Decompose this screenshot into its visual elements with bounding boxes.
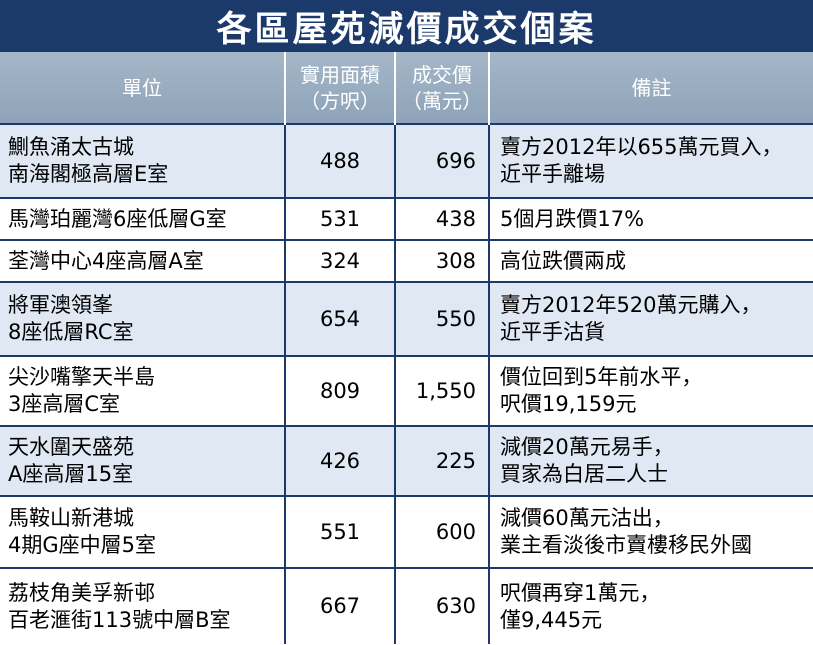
cell-note: 呎價再穿1萬元， 僅9,445元 (488, 567, 813, 644)
cell-area: 809 (284, 355, 395, 426)
table-row: 尖沙嘴擎天半島 3座高層C室 809 1,550 價位回到5年前水平， 呎價19,1… (0, 355, 813, 426)
cell-note: 賣方2012年以655萬元買入， 近平手離場 (488, 123, 813, 198)
header-unit: 單位 (0, 52, 285, 124)
cell-price: 600 (394, 495, 489, 568)
cell-unit: 天水圍天盛苑 A座高層15室 (0, 425, 285, 496)
table-row: 鰂魚涌太古城 南海閣極高層E室 488 696 賣方2012年以655萬元買入，近… (0, 123, 813, 198)
table-row: 將軍澳領峯 8座低層RC室 654 550 賣方2012年520萬元購入， 近平手沽… (0, 281, 813, 356)
cell-price: 308 (394, 239, 489, 282)
cell-area: 667 (284, 567, 395, 644)
cell-price: 1,550 (394, 355, 489, 426)
cell-area: 531 (284, 197, 395, 240)
cell-price: 630 (394, 567, 489, 644)
cell-price: 438 (394, 197, 489, 240)
header-area: 實用面積 （方呎） (284, 52, 395, 124)
cell-unit: 馬灣珀麗灣6座低層G室 (0, 197, 285, 240)
table-row: 荔枝角美孚新邨 百老滙街113號中層B室 667 630 呎價再穿1萬元， 僅9,4… (0, 567, 813, 644)
cell-price: 550 (394, 281, 489, 356)
cell-unit: 馬鞍山新港城 4期G座中層5室 (0, 495, 285, 568)
cell-area: 488 (284, 123, 395, 198)
table-row: 馬鞍山新港城 4期G座中層5室 551 600 減價60萬元沽出， 業主看淡後市賣樓… (0, 495, 813, 568)
title-bar: 各區屋苑減價成交個案 (0, 0, 813, 52)
cell-unit: 將軍澳領峯 8座低層RC室 (0, 281, 285, 356)
cell-area: 324 (284, 239, 395, 282)
cell-note: 減價20萬元易手， 買家為白居二人士 (488, 425, 813, 496)
cell-note: 賣方2012年520萬元購入， 近平手沽貨 (488, 281, 813, 356)
table-row: 馬灣珀麗灣6座低層G室 531 438 5個月跌價17% (0, 197, 813, 240)
table-row: 荃灣中心4座高層A室 324 308 高位跌價兩成 (0, 239, 813, 282)
cell-note: 價位回到5年前水平， 呎價19,159元 (488, 355, 813, 426)
cell-unit: 鰂魚涌太古城 南海閣極高層E室 (0, 123, 285, 198)
table-row: 天水圍天盛苑 A座高層15室 426 225 減價20萬元易手， 買家為白居二人士 (0, 425, 813, 496)
cell-unit: 荃灣中心4座高層A室 (0, 239, 285, 282)
cell-price: 696 (394, 123, 489, 198)
cases-table: 單位 實用面積 （方呎） 成交價 （萬元） 備註 鰂魚涌太古城 南海閣極高層E室 48… (0, 52, 813, 644)
cell-area: 654 (284, 281, 395, 356)
cell-unit: 荔枝角美孚新邨 百老滙街113號中層B室 (0, 567, 285, 644)
cell-note: 減價60萬元沽出， 業主看淡後市賣樓移民外國 (488, 495, 813, 568)
header-note: 備註 (488, 52, 813, 124)
table-title: 各區屋苑減價成交個案 (216, 9, 597, 50)
header-price: 成交價 （萬元） (394, 52, 489, 124)
header-row: 單位 實用面積 （方呎） 成交價 （萬元） 備註 (0, 52, 813, 124)
cell-price: 225 (394, 425, 489, 496)
cell-unit: 尖沙嘴擎天半島 3座高層C室 (0, 355, 285, 426)
cell-note: 5個月跌價17% (488, 197, 813, 240)
cell-note: 高位跌價兩成 (488, 239, 813, 282)
cell-area: 426 (284, 425, 395, 496)
cell-area: 551 (284, 495, 395, 568)
